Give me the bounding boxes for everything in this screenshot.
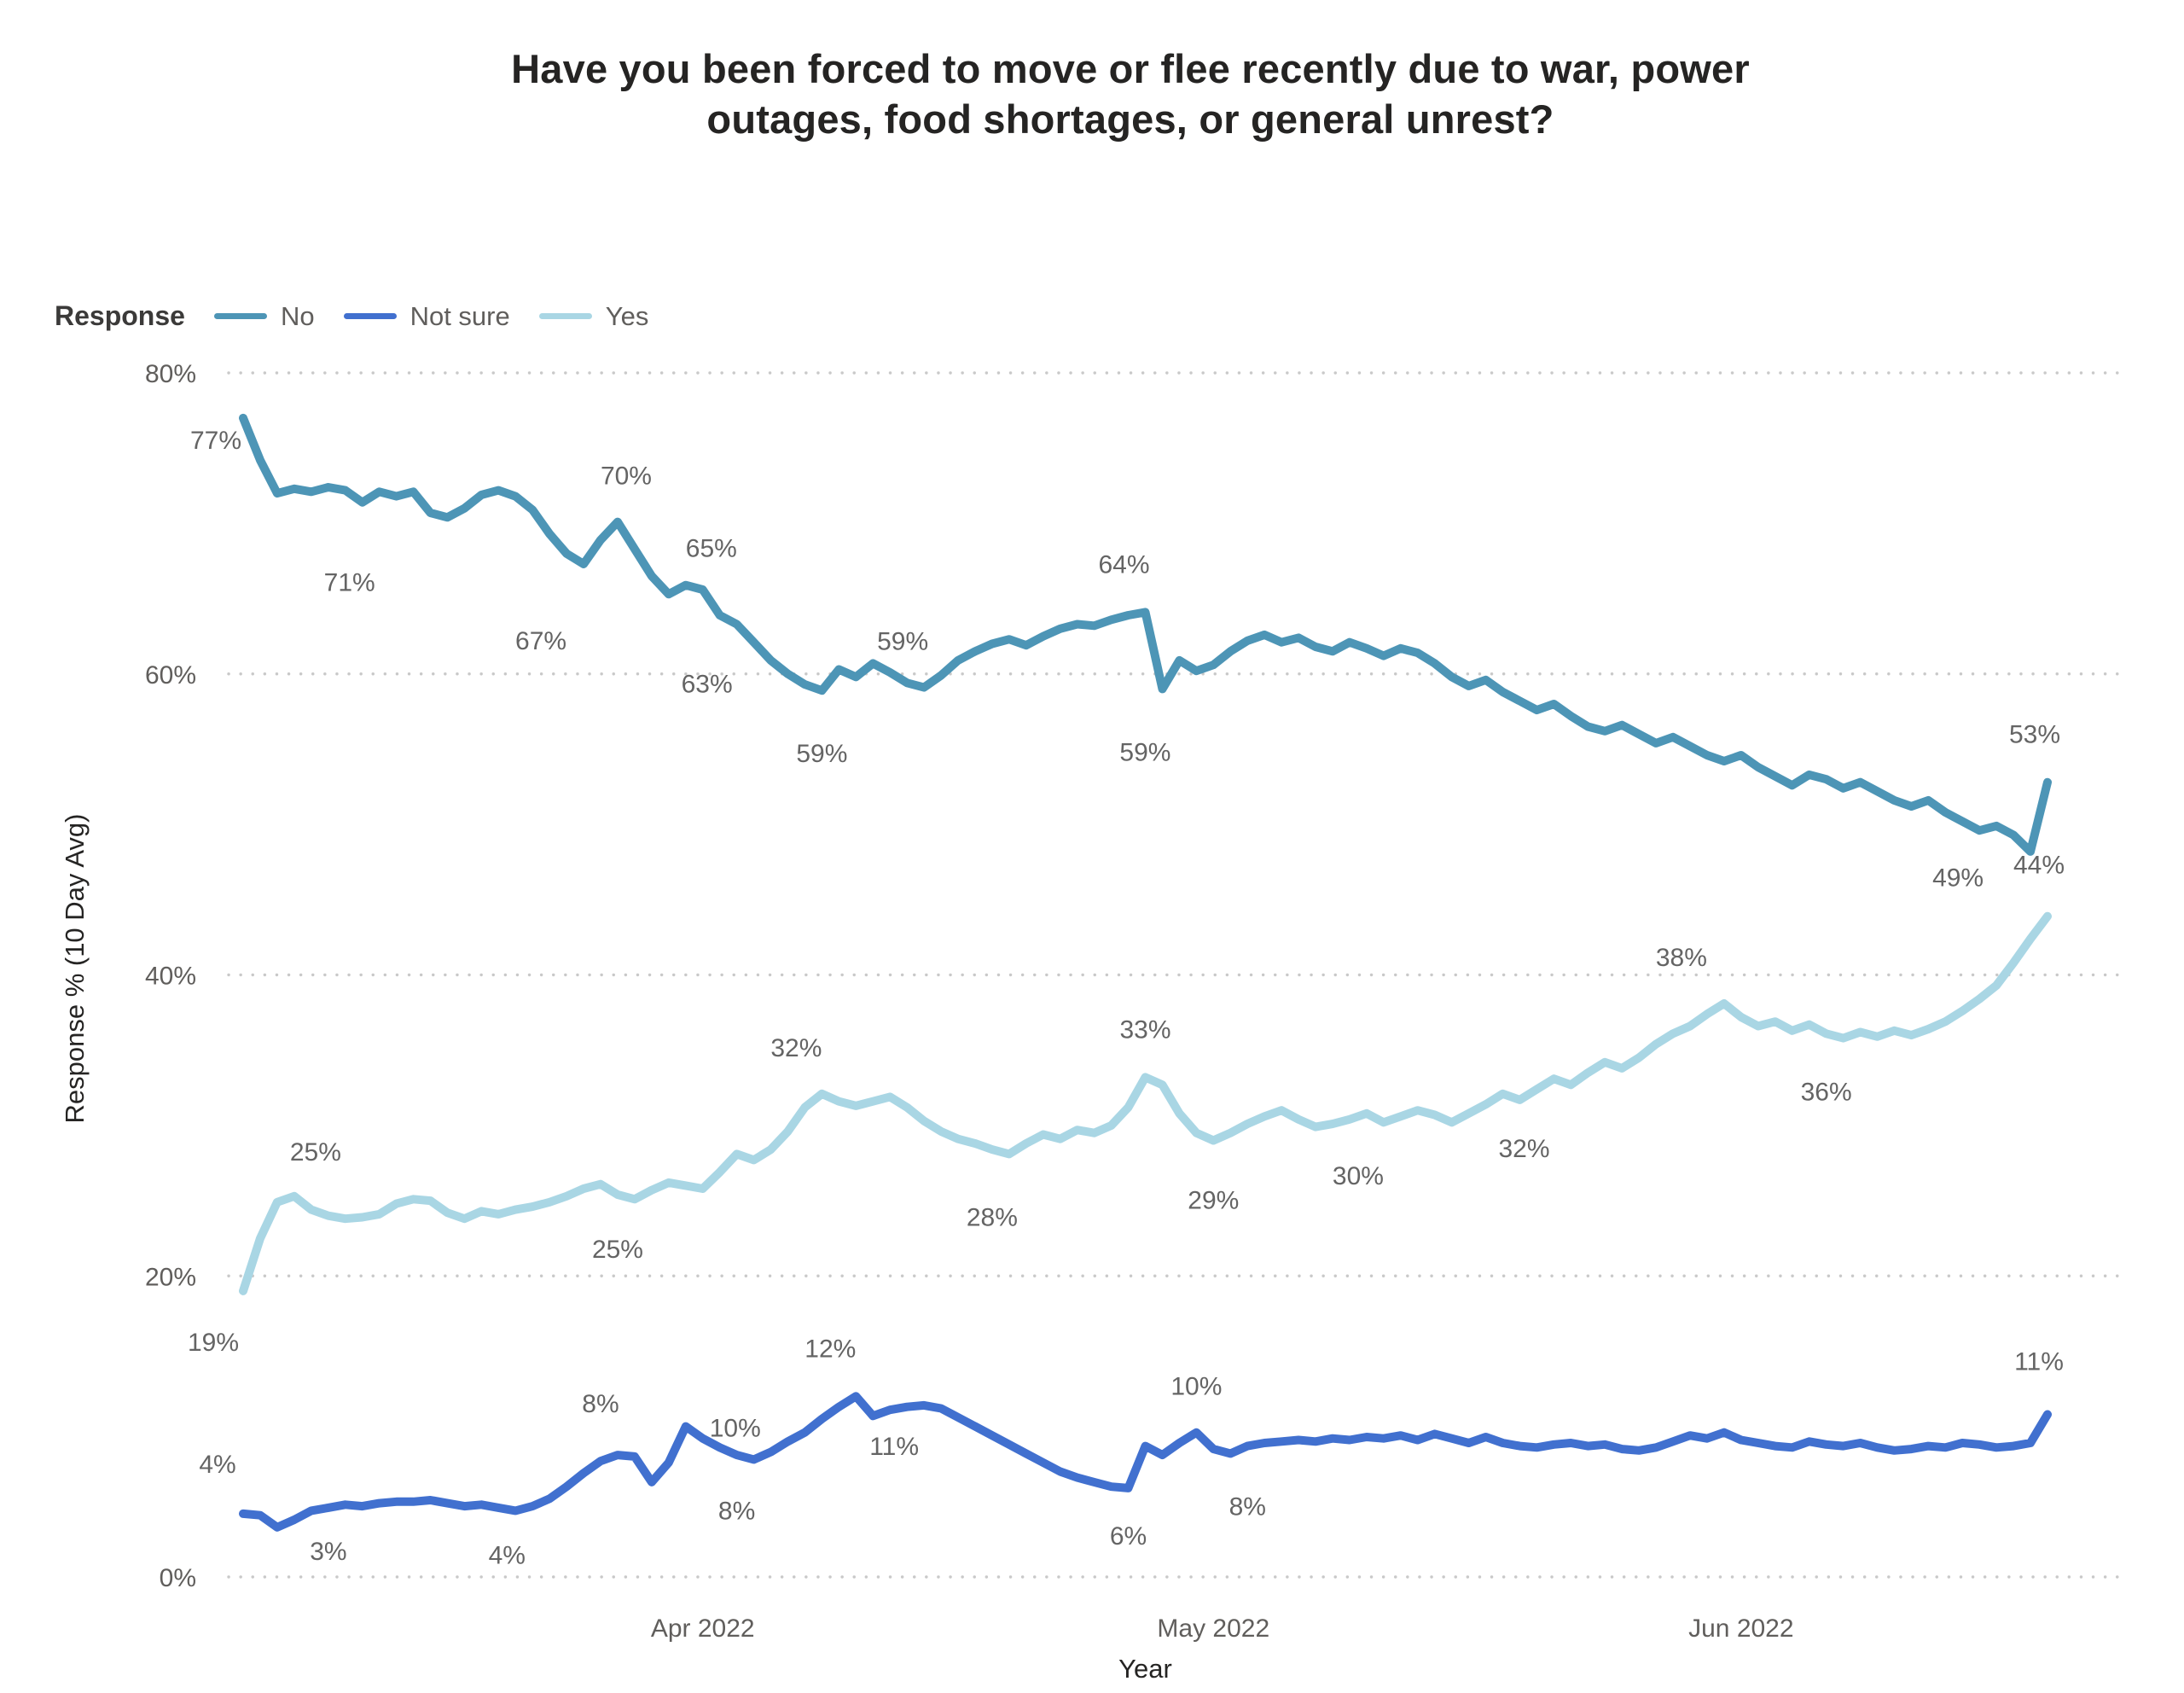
data-label-no: 64% bbox=[1098, 550, 1149, 579]
data-label-not-sure: 8% bbox=[1229, 1492, 1266, 1521]
data-label-yes: 32% bbox=[1498, 1135, 1549, 1163]
data-label-yes: 29% bbox=[1188, 1187, 1239, 1215]
data-label-no: 77% bbox=[190, 427, 241, 455]
data-label-no: 59% bbox=[796, 740, 847, 768]
data-label-not-sure: 4% bbox=[199, 1451, 235, 1479]
x-tick-label: Apr 2022 bbox=[651, 1614, 755, 1643]
data-label-yes: 19% bbox=[188, 1329, 239, 1357]
legend-item-no[interactable]: No bbox=[213, 300, 315, 332]
legend-item-yes[interactable]: Yes bbox=[538, 300, 649, 332]
data-label-yes: 28% bbox=[967, 1203, 1018, 1231]
data-label-yes: 38% bbox=[1656, 944, 1707, 972]
data-label-not-sure: 6% bbox=[1110, 1522, 1147, 1550]
data-label-not-sure: 8% bbox=[718, 1497, 755, 1525]
data-label-no: 70% bbox=[601, 463, 652, 491]
legend-title: Response bbox=[55, 300, 185, 331]
series-line-not-sure[interactable] bbox=[239, 1392, 2052, 1532]
data-label-not-sure: 12% bbox=[804, 1335, 856, 1363]
data-label-no: 67% bbox=[515, 627, 566, 655]
data-label-not-sure: 11% bbox=[869, 1433, 919, 1461]
data-label-yes: 25% bbox=[592, 1236, 643, 1264]
y-tick-label: 0% bbox=[160, 1564, 196, 1592]
data-label-not-sure: 3% bbox=[310, 1538, 346, 1566]
legend-label-not-sure: Not sure bbox=[410, 300, 510, 331]
data-label-no: 59% bbox=[877, 628, 928, 656]
data-label-not-sure: 10% bbox=[1170, 1373, 1222, 1401]
chart-title: Have you been forced to move or flee rec… bbox=[102, 44, 2158, 145]
y-tick-label: 80% bbox=[145, 360, 196, 388]
x-tick-label: May 2022 bbox=[1157, 1614, 1269, 1643]
legend-label-yes: Yes bbox=[605, 300, 649, 331]
x-tick-label: Jun 2022 bbox=[1688, 1614, 1793, 1643]
data-label-yes: 36% bbox=[1801, 1078, 1852, 1106]
chart-title-line-2: outages, food shortages, or general unre… bbox=[706, 96, 1554, 142]
legend: Response No Not sure Yes bbox=[55, 300, 648, 332]
data-label-yes: 33% bbox=[1119, 1015, 1170, 1044]
legend-swatch-no bbox=[213, 313, 267, 319]
data-label-yes: 44% bbox=[2013, 852, 2065, 880]
data-label-not-sure: 4% bbox=[489, 1541, 526, 1569]
y-tick-label: 60% bbox=[145, 661, 196, 689]
data-label-no: 49% bbox=[1932, 864, 1984, 892]
series-line-no[interactable] bbox=[239, 413, 2052, 856]
chart-title-line-1: Have you been forced to move or flee rec… bbox=[511, 46, 1750, 91]
data-label-not-sure: 10% bbox=[710, 1415, 761, 1443]
data-label-yes: 30% bbox=[1333, 1162, 1384, 1190]
data-label-no: 53% bbox=[2009, 721, 2060, 749]
y-tick-label: 40% bbox=[145, 963, 196, 991]
legend-item-not-sure[interactable]: Not sure bbox=[343, 300, 510, 332]
data-label-not-sure: 8% bbox=[582, 1390, 619, 1418]
y-tick-label: 20% bbox=[145, 1263, 196, 1291]
y-axis-title: Response % (10 Day Avg) bbox=[60, 813, 90, 1124]
legend-swatch-not-sure bbox=[343, 313, 397, 319]
legend-swatch-yes bbox=[538, 313, 592, 319]
data-label-no: 65% bbox=[686, 534, 737, 562]
data-label-no: 59% bbox=[1119, 738, 1170, 766]
data-label-not-sure: 11% bbox=[2014, 1348, 2064, 1376]
data-label-no: 71% bbox=[324, 569, 375, 597]
data-label-yes: 32% bbox=[770, 1034, 822, 1062]
series-line-yes[interactable] bbox=[239, 911, 2052, 1295]
x-axis-title: Year bbox=[1118, 1654, 1172, 1684]
data-label-yes: 25% bbox=[290, 1138, 341, 1166]
data-label-no: 63% bbox=[682, 671, 733, 699]
legend-label-no: No bbox=[280, 300, 315, 331]
